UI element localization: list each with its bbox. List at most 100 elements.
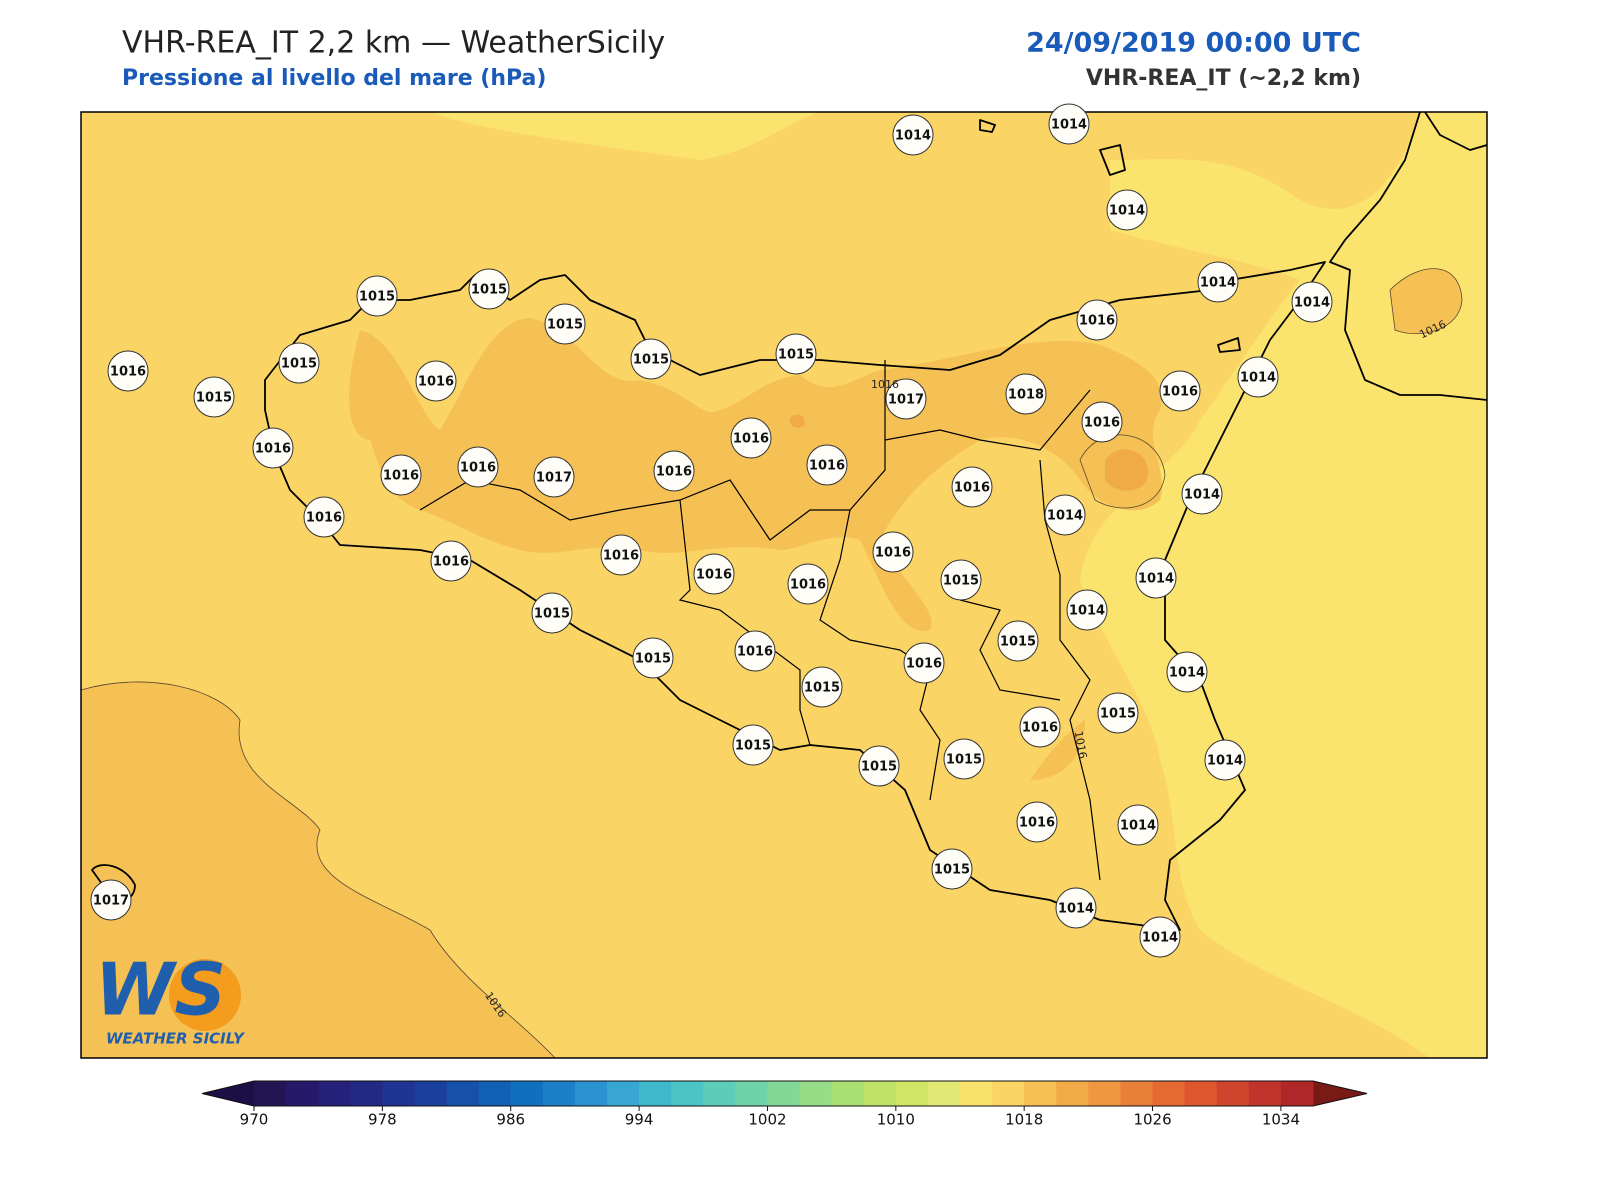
colorbar-tick-label: 1034 [1262, 1111, 1300, 1129]
station-value: 1015 [547, 318, 583, 333]
station-value: 1016 [110, 365, 146, 380]
station-value: 1015 [735, 739, 771, 754]
station-marker [630, 338, 672, 380]
station-value: 1015 [861, 760, 897, 775]
station-value: 1015 [943, 574, 979, 589]
station-marker [1005, 373, 1047, 415]
station-marker [931, 848, 973, 890]
station-marker [951, 466, 993, 508]
title: VHR-REA_IT 2,2 km — WeatherSicily [122, 26, 665, 61]
station-marker [734, 630, 776, 672]
colorbar-bin [863, 1081, 897, 1106]
colorbar-bin [1216, 1081, 1250, 1106]
station-marker [1117, 804, 1159, 846]
station-marker [1019, 706, 1061, 748]
colorbar-bin [607, 1081, 640, 1106]
station-value: 1014 [1109, 204, 1145, 219]
station-value: 1018 [1008, 388, 1044, 403]
station-marker [775, 333, 817, 375]
colorbar-bin [414, 1081, 448, 1106]
field-low [430, 112, 1487, 1058]
colorbar: 970 978 986 994 1002 1010 1018 1026 1034 [201, 1080, 1368, 1129]
station-value: 1015 [359, 290, 395, 305]
colorbar-bin [639, 1081, 672, 1106]
colorbar-bin [895, 1081, 929, 1106]
datetime: 24/09/2019 00:00 UTC [1026, 28, 1361, 59]
station-marker [872, 531, 914, 573]
colorbar-bin [478, 1081, 512, 1106]
station-value: 1016 [954, 481, 990, 496]
station-value: 1015 [635, 652, 671, 667]
station-value: 1015 [804, 681, 840, 696]
station-value: 1014 [1294, 296, 1330, 311]
logo: WS WEATHER SICILY [95, 948, 246, 1048]
colorbar-bin [286, 1081, 319, 1106]
station-marker [1159, 370, 1201, 412]
station-value: 1015 [471, 283, 507, 298]
station-value: 1017 [536, 471, 572, 486]
station-marker [1166, 651, 1208, 693]
station-marker [801, 666, 843, 708]
station-value: 1016 [383, 469, 419, 484]
station-marker [1135, 557, 1177, 599]
colorbar-bin [510, 1081, 544, 1106]
colorbar-bin [446, 1081, 480, 1106]
colorbar-bin [350, 1081, 383, 1106]
station-marker [90, 879, 132, 921]
station-marker [1106, 189, 1148, 231]
station-marker [997, 620, 1039, 662]
station-value: 1014 [1120, 819, 1156, 834]
colorbar-bin [1248, 1081, 1282, 1106]
station-marker [531, 592, 573, 634]
station-value: 1014 [1184, 488, 1220, 503]
station-marker [693, 553, 735, 595]
station-marker [544, 303, 586, 345]
stations: 1014 1014 1014 1014 1014 1015 1015 1015 1015 1015… [90, 103, 1333, 958]
station-value: 1016 [733, 432, 769, 447]
colorbar-tick-label: 978 [368, 1111, 397, 1129]
station-value: 1014 [1169, 666, 1205, 681]
colorbar-bin [1152, 1081, 1186, 1106]
station-marker [1044, 494, 1086, 536]
station-value: 1016 [418, 375, 454, 390]
colorbar-bin [1120, 1081, 1154, 1106]
station-marker [1016, 801, 1058, 843]
colorbar-bin [1088, 1081, 1121, 1106]
logo-sun [169, 959, 241, 1031]
station-marker [1204, 739, 1246, 781]
contour-label: 1016 [1072, 730, 1090, 760]
colorbar-bin [671, 1081, 704, 1106]
colorbar-bin [735, 1081, 768, 1106]
station-marker [943, 738, 985, 780]
station-value: 1016 [1084, 416, 1120, 431]
station-marker [457, 446, 499, 488]
colorbar-tick-label: 1010 [877, 1111, 915, 1129]
station-value: 1015 [934, 863, 970, 878]
station-marker [1081, 401, 1123, 443]
station-value: 1015 [633, 353, 669, 368]
colorbar-over [1313, 1081, 1367, 1106]
subtitle: Pressione al livello del mare (hPa) [122, 66, 546, 91]
colorbar-bin [799, 1081, 833, 1106]
colorbar-bin [927, 1081, 961, 1106]
colorbar-tick-label: 1026 [1133, 1111, 1171, 1129]
station-value: 1014 [1069, 604, 1105, 619]
station-marker [892, 114, 934, 156]
station-value: 1017 [93, 894, 129, 909]
station-value: 1014 [1058, 902, 1094, 917]
map-frame [80, 111, 1488, 1059]
station-value: 1016 [906, 657, 942, 672]
colorbar-bin [1280, 1081, 1314, 1106]
station-marker [1181, 473, 1223, 515]
station-value: 1015 [1100, 707, 1136, 722]
station-marker [632, 637, 674, 679]
station-marker [806, 444, 848, 486]
colorbar-bin [767, 1081, 801, 1106]
colorbar-bin [318, 1081, 351, 1106]
logo-mark: WS [95, 948, 226, 1032]
station-value: 1015 [534, 607, 570, 622]
station-value: 1014 [1142, 931, 1178, 946]
station-marker [356, 275, 398, 317]
station-marker [1237, 356, 1279, 398]
station-marker [468, 268, 510, 310]
